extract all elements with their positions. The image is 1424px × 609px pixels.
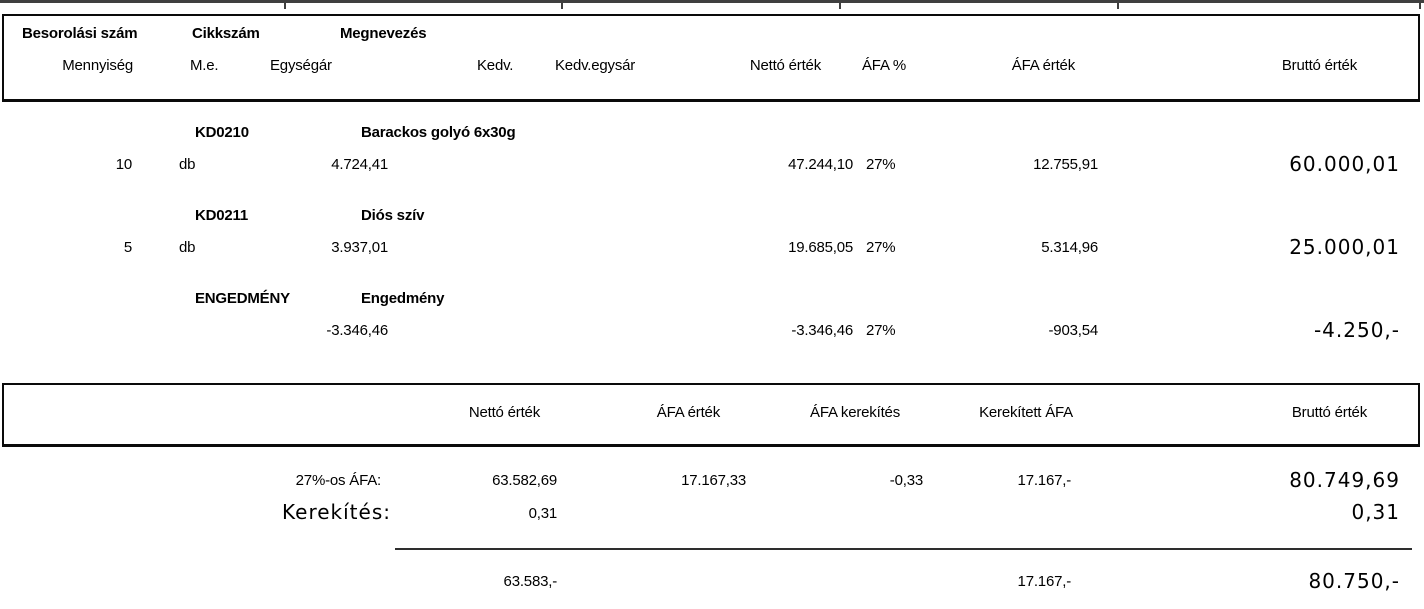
summary-header-brutto: Bruttó érték [1291,404,1367,421]
summary-gross: 0,31 [1351,500,1400,524]
item-vat: 12.755,91 [1033,156,1098,173]
top-column-divider [561,0,563,9]
column-header-mennyiseg: Mennyiség [62,57,133,74]
top-table-border [0,0,1424,3]
summary-vat-rounding: -0,33 [889,472,923,489]
item-vat-pct: 27% [866,156,896,173]
column-header-besorolasi: Besorolási szám [22,25,138,42]
summary-row-label: 27%-os ÁFA: [295,472,382,489]
item-gross: -4.250,- [1313,318,1400,342]
total-rounded-vat: 17.167,- [1017,573,1072,590]
summary-header-box [2,383,1420,447]
summary-vat: 17.167,33 [681,472,746,489]
item-vat-pct: 27% [866,322,896,339]
column-header-kedv-egysar: Kedv.egysár [555,57,636,74]
summary-header-afa-ertek: ÁFA érték [656,404,720,421]
column-header-afa-pct: ÁFA % [862,57,907,74]
column-header-kedv: Kedv. [477,57,514,74]
column-header-brutto: Bruttó érték [1281,57,1357,74]
column-header-megnevezes: Megnevezés [340,25,427,42]
item-net: -3.346,46 [791,322,853,339]
column-header-cikkszam: Cikkszám [192,25,260,42]
summary-net: 0,31 [528,505,558,522]
summary-gross: 80.749,69 [1289,468,1400,492]
item-vat: -903,54 [1048,322,1099,339]
item-unit-price: 3.937,01 [331,239,388,256]
item-vat-pct: 27% [866,239,896,256]
item-net: 19.685,05 [788,239,853,256]
summary-rounded-vat: 17.167,- [1017,472,1072,489]
totals-separator-line [395,548,1412,550]
item-gross: 25.000,01 [1289,235,1400,259]
item-code: ENGEDMÉNY [195,290,290,307]
summary-net: 63.582,69 [492,472,557,489]
item-code: KD0211 [195,207,249,224]
total-gross: 80.750,- [1308,569,1400,593]
column-header-me: M.e. [190,57,219,74]
summary-header-afa-kerekites: ÁFA kerekítés [810,404,900,421]
item-qty: 10 [115,156,133,173]
items-header-box [2,14,1420,102]
top-column-divider [839,0,841,9]
item-unit-price: -3.346,46 [326,322,388,339]
column-header-afa-ertek: ÁFA érték [1011,57,1075,74]
item-net: 47.244,10 [788,156,853,173]
item-gross: 60.000,01 [1289,152,1400,176]
summary-header-netto: Nettó érték [468,404,540,421]
item-unit: db [179,156,196,173]
top-column-divider [1117,0,1119,9]
item-name: Diós szív [361,207,425,224]
item-qty: 5 [123,239,132,256]
item-name: Barackos golyó 6x30g [361,124,516,141]
column-header-netto: Nettó érték [749,57,821,74]
top-column-divider [1419,0,1421,9]
column-header-egysegar: Egységár [270,57,332,74]
item-vat: 5.314,96 [1041,239,1098,256]
item-unit-price: 4.724,41 [331,156,388,173]
summary-header-kerekitett-afa: Kerekített ÁFA [979,404,1073,421]
summary-row-label: Kerekítés: [282,500,391,524]
item-code: KD0210 [195,124,249,141]
top-column-divider [284,0,286,9]
item-unit: db [179,239,196,256]
item-name: Engedmény [361,290,445,307]
total-net: 63.583,- [503,573,558,590]
